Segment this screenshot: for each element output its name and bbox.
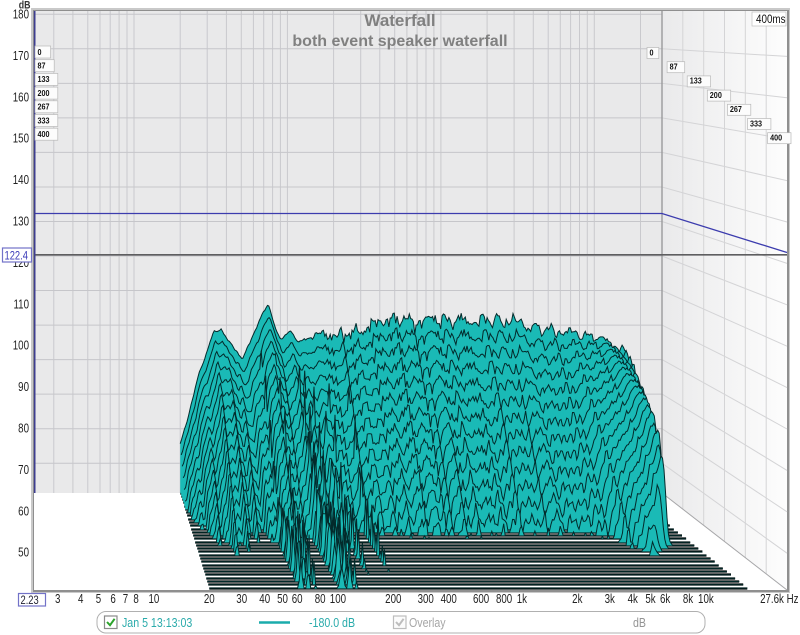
svg-text:3k: 3k: [605, 593, 616, 606]
svg-text:400: 400: [770, 133, 783, 143]
svg-text:200: 200: [710, 90, 723, 100]
svg-text:133: 133: [38, 75, 51, 85]
svg-text:8: 8: [133, 593, 138, 606]
svg-text:6: 6: [110, 593, 115, 606]
svg-text:both event speaker waterfall: both event speaker waterfall: [292, 33, 507, 50]
svg-text:4: 4: [78, 593, 83, 606]
svg-text:87: 87: [670, 62, 679, 72]
svg-text:70: 70: [18, 464, 29, 477]
svg-text:170: 170: [13, 50, 29, 63]
svg-text:400ms: 400ms: [756, 13, 786, 26]
svg-text:7: 7: [123, 593, 128, 606]
svg-text:2k: 2k: [572, 593, 583, 606]
svg-text:600: 600: [473, 593, 489, 606]
svg-text:400: 400: [441, 593, 457, 606]
svg-text:200: 200: [385, 593, 401, 606]
svg-text:0: 0: [38, 47, 43, 57]
svg-text:Overlay: Overlay: [409, 616, 446, 630]
svg-text:110: 110: [13, 298, 29, 311]
svg-text:80: 80: [18, 422, 29, 435]
svg-text:3: 3: [55, 593, 60, 606]
svg-text:5k: 5k: [645, 593, 656, 606]
svg-text:6k: 6k: [660, 593, 671, 606]
svg-text:300: 300: [418, 593, 434, 606]
svg-text:200: 200: [38, 88, 51, 98]
svg-text:160: 160: [13, 91, 29, 104]
svg-text:267: 267: [38, 102, 51, 112]
svg-text:90: 90: [18, 381, 29, 394]
svg-text:180: 180: [13, 8, 29, 21]
svg-text:50: 50: [277, 593, 288, 606]
svg-text:10k: 10k: [698, 593, 714, 606]
svg-text:150: 150: [13, 133, 29, 146]
svg-text:Jan 5 13:13:03: Jan 5 13:13:03: [122, 616, 192, 630]
svg-text:333: 333: [38, 116, 51, 126]
svg-text:27.6k Hz: 27.6k Hz: [760, 593, 799, 606]
svg-text:100: 100: [330, 593, 346, 606]
svg-text:20: 20: [204, 593, 215, 606]
svg-text:133: 133: [690, 76, 703, 86]
svg-text:Waterfall: Waterfall: [364, 11, 435, 30]
svg-text:400: 400: [38, 129, 51, 139]
svg-text:0: 0: [650, 48, 655, 58]
svg-text:87: 87: [38, 61, 47, 71]
svg-text:10: 10: [148, 593, 159, 606]
svg-text:30: 30: [236, 593, 247, 606]
svg-text:122.4: 122.4: [5, 249, 28, 262]
svg-text:5: 5: [96, 593, 101, 606]
svg-text:267: 267: [730, 105, 743, 115]
svg-text:dB: dB: [19, 0, 31, 12]
svg-text:333: 333: [750, 119, 763, 129]
svg-text:140: 140: [13, 174, 29, 187]
svg-text:8k: 8k: [683, 593, 694, 606]
svg-text:2.23: 2.23: [21, 594, 39, 607]
svg-text:50: 50: [18, 547, 29, 560]
svg-text:1k: 1k: [517, 593, 528, 606]
svg-text:800: 800: [496, 593, 512, 606]
svg-text:60: 60: [18, 505, 29, 518]
svg-text:40: 40: [259, 593, 270, 606]
svg-text:4k: 4k: [628, 593, 639, 606]
svg-text:-180.0 dB: -180.0 dB: [309, 616, 355, 630]
svg-text:60: 60: [292, 593, 303, 606]
svg-text:80: 80: [315, 593, 326, 606]
svg-text:dB: dB: [633, 616, 646, 630]
svg-text:100: 100: [13, 340, 29, 353]
svg-text:130: 130: [13, 215, 29, 228]
